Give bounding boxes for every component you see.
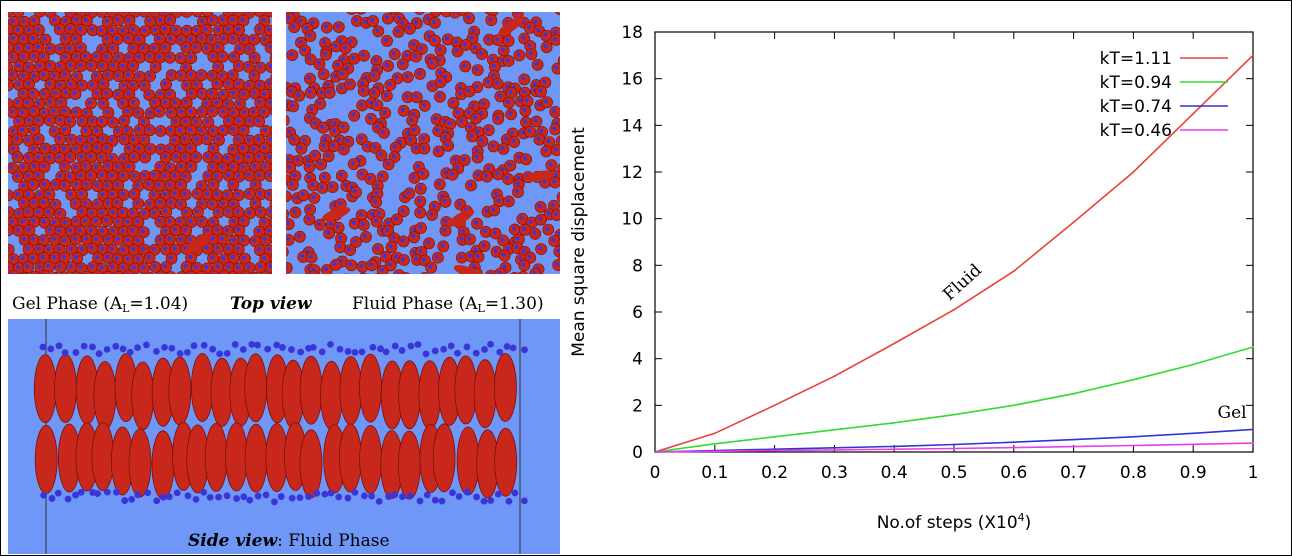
y-axis-label: Mean square displacement [569,127,589,357]
series-3-point [1072,438,1075,441]
y-tick-label: 12 [621,163,643,183]
gel-phase-top-view-image [8,12,272,274]
x-tick-label: 0.1 [701,463,728,483]
series-4-point [713,450,716,453]
x-tick-label: 0.5 [940,463,967,483]
series-3-point [773,448,776,451]
series-1-point [713,432,716,435]
series-2-point [1012,404,1015,407]
series-1-point [773,404,776,407]
series-4-point [773,449,776,452]
series-1-point [893,342,896,345]
series-1-point [833,375,836,378]
x-tick-label: 0.3 [821,463,848,483]
annotation-fluid: Fluid [939,260,986,305]
series-1-point [1252,54,1254,57]
series-3-point [1192,432,1195,435]
series-3-point [833,446,836,449]
series-2-point [713,442,716,445]
fluid-phase-caption: Fluid Phase (AL=1.30) [352,294,544,315]
series-3-point [1252,428,1254,431]
series-1-point [953,308,955,311]
y-tick-label: 16 [621,70,643,90]
series-3-point [953,443,955,446]
y-tick-label: 0 [632,443,643,463]
y-tick-label: 14 [621,116,643,136]
x-tick-label: 0.8 [1120,463,1147,483]
series-1-point [1012,270,1015,273]
series-3-point [1012,441,1015,444]
series-line-2 [654,346,1254,453]
y-tick-label: 6 [632,303,643,323]
x-tick-label: 0.6 [1000,463,1027,483]
y-tick-label: 4 [632,350,643,370]
bilayer-head-groups [39,340,528,506]
series-4-point [953,447,955,450]
series-1-point [1192,112,1195,115]
legend-label-3: kT=0.74 [1100,97,1172,117]
series-1-point [1132,171,1135,173]
series-3-point [893,445,896,448]
x-tick-label: 0.9 [1180,463,1207,483]
series-2-point [1252,346,1254,348]
series-4-point [833,449,836,451]
plot-frame [654,31,1254,453]
y-tick-label: 2 [632,396,643,416]
series-4-point [1252,442,1254,444]
top-view-label: Top view [230,294,312,314]
legend-label-2: kT=0.94 [1100,73,1172,93]
fluid-lipid-particles [286,12,560,274]
fluid-phase-top-view-image [286,12,560,274]
series-4-point [654,451,656,453]
bilayer-lipids [33,353,518,500]
gel-phase-caption: Gel Phase (AL=1.04) [12,294,189,315]
msd-line-chart: 0 0.1 0.2 0.3 0.4 0.5 0.6 0.7 0.8 0.9 102468101214… [569,23,1259,533]
x-axis-label: No.of steps (X104) [877,511,1032,533]
annotation-gel: Gel [1218,403,1247,423]
x-tick-label: 0 [650,463,661,483]
series-4-point [893,448,896,451]
series-2-point [773,435,776,438]
series-1-point [1072,221,1075,224]
series-3-point [1132,435,1135,438]
series-2-point [1192,363,1195,366]
series-4-point [1072,445,1075,448]
x-tick-label: 0.7 [1060,463,1087,483]
series-2-point [893,421,896,424]
fluid-phase-side-view-image [8,319,560,554]
x-tick-label: 1 [1248,463,1259,483]
series-4-point [1012,446,1015,449]
y-tick-label: 8 [632,256,643,276]
series-2-point [1072,392,1075,395]
x-tick-label: 0.4 [881,463,908,483]
series-4-point [1192,443,1195,446]
x-tick-label: 0.2 [761,463,788,483]
side-view-caption: Side view: Fluid Phase [188,531,390,551]
y-tick-label: 18 [621,23,643,43]
series-2-point [833,428,836,431]
series-2-point [1132,378,1135,381]
series-4-point [1132,444,1135,447]
gel-lipid-particles [8,12,272,274]
series-2-point [953,413,955,416]
legend-label-4: kT=0.46 [1100,121,1172,141]
y-tick-label: 10 [621,210,643,230]
legend-label-1: kT=1.11 [1100,49,1172,69]
